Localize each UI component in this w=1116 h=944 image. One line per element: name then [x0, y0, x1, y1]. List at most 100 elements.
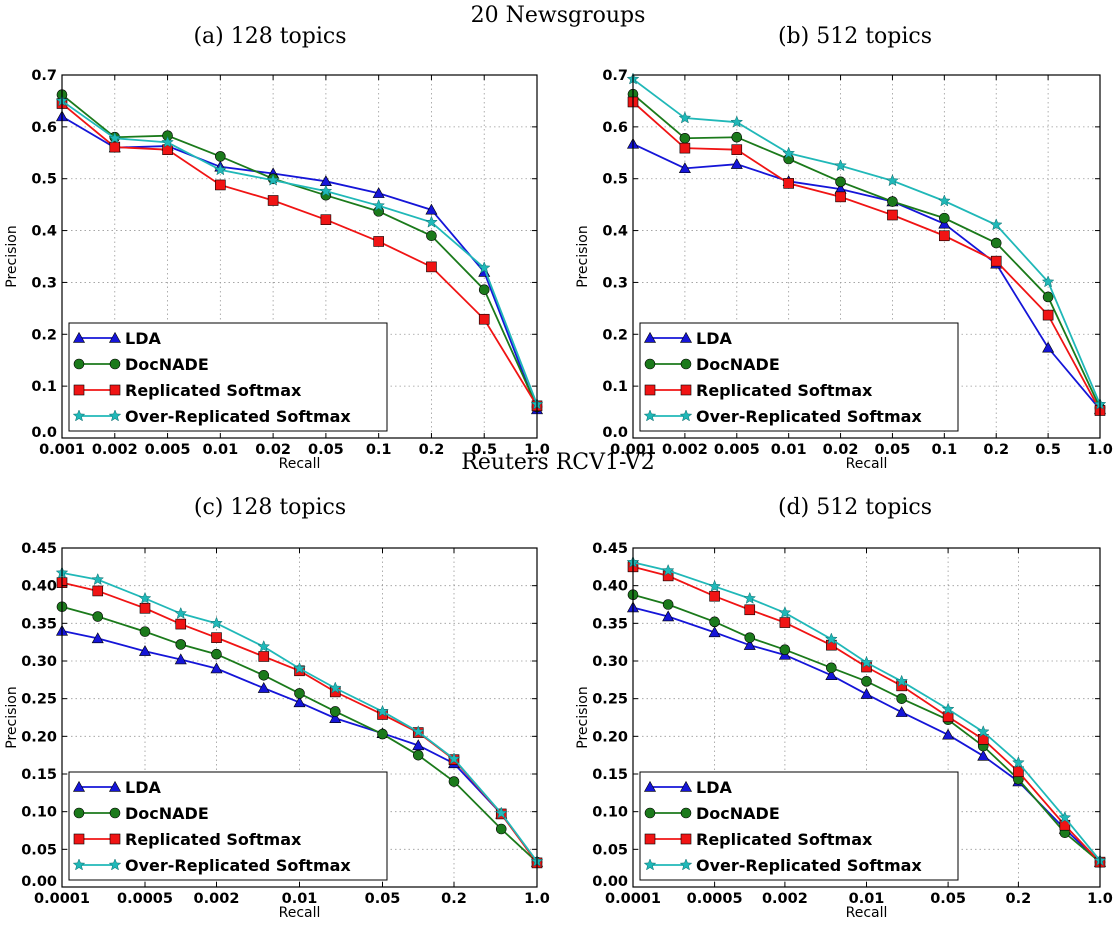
y-tick-label: 0.6: [602, 120, 628, 136]
y-tick-label: 0.7: [31, 68, 57, 84]
data-point: [976, 725, 990, 738]
legend-entry: LDA: [643, 329, 732, 348]
legend-marker: [643, 858, 657, 871]
y-tick-label: 0.1: [602, 379, 628, 395]
data-point: [138, 645, 152, 656]
panel-title: (a) 128 topics: [193, 24, 346, 49]
data-point: [373, 236, 384, 247]
data-point: [834, 159, 847, 172]
data-point: [412, 739, 425, 751]
series-line: [61, 115, 538, 410]
y-axis-label: Precision: [575, 686, 591, 748]
data-point: [425, 215, 438, 228]
data-point: [661, 563, 675, 577]
x-tick-label: 1.0: [524, 891, 550, 907]
y-tick-label: 0.45: [21, 541, 57, 557]
chart-panels: (a) 128 topics 0.0 0.1 0.2 0.3 0.4 0.5 0.6 0.7 0.…: [4, 24, 1113, 921]
legend-marker: [679, 409, 693, 422]
y-tick-label: 0.6: [31, 120, 57, 136]
legend-marker: [72, 409, 86, 422]
data-point: [329, 706, 341, 717]
series-docnade: [627, 88, 1106, 414]
plot-frame: [632, 74, 1101, 439]
legend-marker: [73, 358, 85, 370]
y-tick-label: 0.3: [602, 275, 628, 291]
y-tick-label: 0.15: [592, 767, 628, 783]
data-point: [92, 611, 104, 622]
series-line: [632, 143, 1101, 411]
data-point: [329, 712, 342, 723]
legend-label: Over-Replicated Softmax: [125, 407, 351, 426]
y-tick-label: 0.35: [592, 616, 628, 632]
legend-marker: [108, 331, 122, 343]
data-point: [257, 640, 271, 653]
legend-marker: [72, 858, 86, 871]
x-tick-label: 0.005: [145, 442, 191, 458]
x-tick-label: 0.0005: [117, 891, 173, 907]
x-tick-label: 0.5: [471, 442, 497, 458]
data-point: [377, 728, 388, 740]
y-tick-label: 0.30: [592, 654, 628, 670]
series-docnade: [627, 589, 1106, 868]
x-tick-label: 0.001: [39, 442, 85, 458]
data-point: [447, 752, 461, 765]
data-point: [678, 111, 692, 124]
y-tick-label: 0.05: [21, 842, 57, 858]
data-point: [215, 151, 226, 162]
y-tick-label: 0.00: [592, 874, 628, 890]
legend-marker: [644, 358, 656, 370]
legend-entry: Replicated Softmax: [73, 830, 302, 849]
legend-label: LDA: [125, 778, 161, 797]
legend-marker: [108, 858, 122, 871]
data-point: [709, 616, 720, 628]
legend-entry: DocNADE: [73, 804, 209, 823]
x-tick-label: 0.2: [1006, 891, 1032, 907]
legend-entry: Over-Replicated Softmax: [72, 407, 351, 426]
x-axis-label: Recall: [846, 456, 888, 472]
y-tick-label: 0.00: [21, 874, 57, 890]
data-point: [175, 639, 187, 650]
legend-marker: [644, 384, 656, 396]
legend-entry: LDA: [72, 329, 161, 348]
data-point: [861, 676, 872, 687]
data-point: [1042, 341, 1055, 353]
x-tick-label: 0.002: [194, 891, 240, 907]
group-title-newsgroups: 20 Newsgroups: [471, 3, 646, 28]
x-tick-label: 0.01: [771, 442, 807, 458]
legend-label: Replicated Softmax: [696, 381, 873, 400]
data-point: [494, 806, 508, 819]
legend-marker: [72, 331, 86, 343]
data-point: [108, 131, 122, 144]
data-point: [679, 142, 691, 154]
series-line: [61, 100, 538, 405]
legend-marker: [680, 807, 692, 819]
data-point: [835, 176, 846, 188]
legend-entry: Over-Replicated Softmax: [72, 856, 351, 875]
data-point: [412, 749, 424, 761]
data-point: [743, 591, 757, 604]
data-point: [1042, 309, 1054, 321]
y-tick-label: 0.2: [31, 327, 57, 343]
data-point: [783, 178, 794, 189]
data-point: [161, 135, 174, 148]
data-point: [825, 669, 838, 681]
data-point: [175, 618, 187, 630]
x-tick-label: 0.01: [282, 891, 318, 907]
data-point: [826, 662, 837, 674]
data-point: [294, 688, 305, 699]
y-tick-label: 0.30: [21, 654, 57, 670]
data-point: [860, 688, 873, 699]
data-point: [328, 681, 342, 694]
x-tick-label: 0.2: [441, 891, 467, 907]
y-tick-label: 0.4: [31, 224, 57, 240]
y-tick-label: 0.20: [592, 729, 628, 745]
series-line: [61, 102, 538, 407]
legend-label: Replicated Softmax: [696, 830, 873, 849]
legend-marker: [679, 858, 693, 871]
chart-a: (a) 128 topics 0.0 0.1 0.2 0.3 0.4 0.5 0.6 0.7 0.…: [4, 24, 550, 472]
x-tick-label: 0.001: [610, 442, 656, 458]
y-tick-label: 0.3: [31, 275, 57, 291]
data-point: [213, 163, 227, 176]
legend-marker: [643, 780, 657, 792]
legend-marker: [108, 780, 122, 792]
